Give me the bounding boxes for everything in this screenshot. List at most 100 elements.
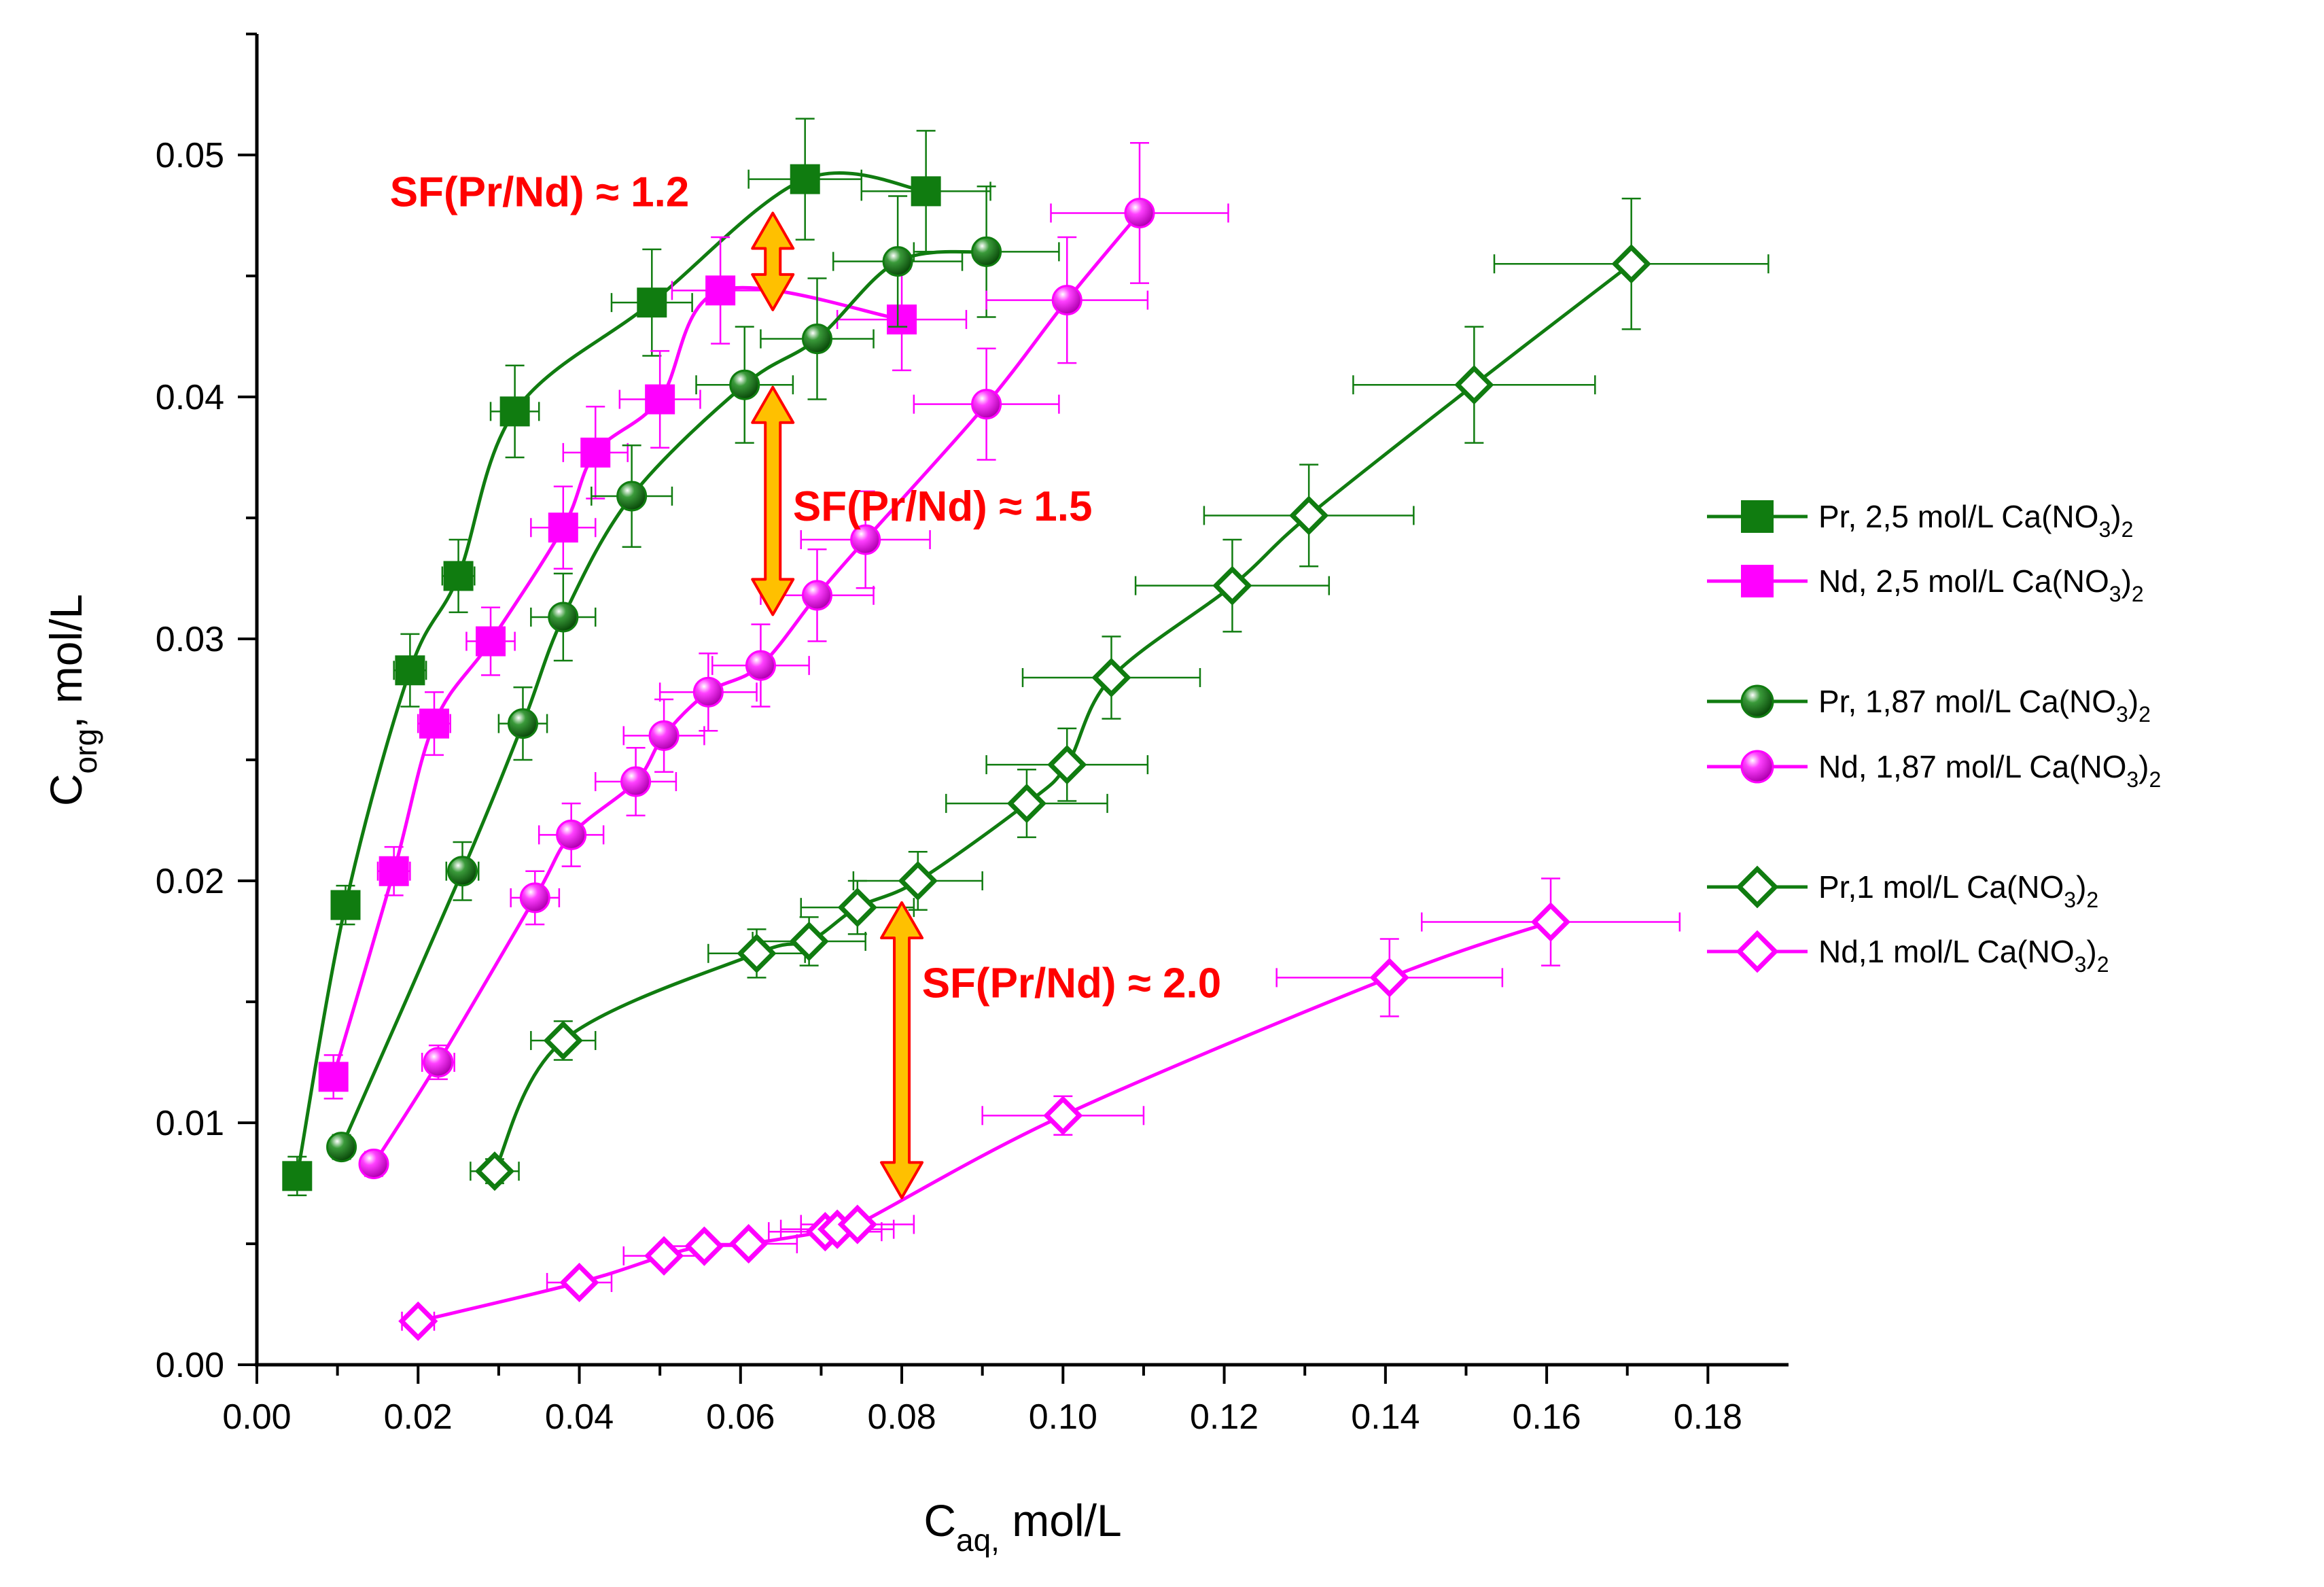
y-axis-title-subscript: org: [68, 729, 103, 773]
data-point: [358, 1149, 389, 1180]
data-point: [443, 561, 474, 591]
data-point: [1611, 244, 1651, 284]
y-tick-label: 0.03: [156, 620, 224, 659]
series-1: [282, 118, 991, 1197]
legend-label-main: Nd, 2,5 mol/L Ca(NO: [1818, 563, 2109, 599]
legend-label-sub: 2: [2121, 517, 2134, 542]
legend-label: Pr,1 mol/L Ca(NO3)2: [1818, 869, 2098, 912]
sf-label: SF(Pr/Nd) ≈ 2.0: [922, 960, 1222, 1007]
y-tick-label: 0.01: [156, 1104, 224, 1143]
sf-double-arrow: [751, 211, 795, 311]
data-point: [850, 524, 881, 555]
legend-item-1: Pr, 2,5 mol/L Ca(NO3)2: [1707, 499, 2133, 542]
y-axis-title: Corg, mol/L: [41, 594, 103, 806]
y-axis-title-unit: , mol/L: [41, 594, 91, 729]
series-3: [326, 186, 1060, 1163]
legend-item-2: Nd, 2,5 mol/L Ca(NO3)2: [1707, 563, 2144, 606]
data-point: [1369, 958, 1409, 998]
error-bar: [489, 364, 540, 459]
x-axis-title: Caq, mol/L: [923, 1495, 1121, 1558]
legend-item-3: Pr, 1,87 mol/L Ca(NO3)2: [1707, 684, 2151, 727]
series-4: [358, 141, 1229, 1180]
data-point: [330, 890, 361, 920]
legend-label: Pr, 1,87 mol/L Ca(NO3)2: [1818, 684, 2151, 727]
legend-label-sub: 2: [2149, 767, 2161, 792]
data-point: [499, 396, 530, 427]
y-tick-label: 0.00: [156, 1346, 224, 1385]
data-point: [507, 708, 538, 739]
legend-label-paren: ): [2076, 869, 2086, 905]
legend-label-sub: 3: [2126, 767, 2138, 792]
data-point: [801, 580, 832, 611]
data-point: [326, 1132, 357, 1163]
legend-label-main: Pr,1 mol/L Ca(NO: [1818, 869, 2064, 905]
data-point: [837, 888, 877, 928]
data-point: [882, 246, 913, 277]
legend-marker: [1741, 500, 1774, 533]
data-point: [1289, 495, 1329, 536]
data-point: [1212, 565, 1252, 606]
data-point: [476, 626, 506, 657]
legend-label-main: Nd,1 mol/L Ca(NO: [1818, 934, 2075, 969]
data-point: [395, 655, 425, 686]
x-tick-label: 0.18: [1674, 1397, 1742, 1437]
legend-label-sub: 3: [2098, 517, 2111, 542]
x-tick-label: 0.10: [1029, 1397, 1097, 1437]
x-tick-label: 0.04: [545, 1397, 614, 1437]
x-tick-label: 0.00: [222, 1397, 291, 1437]
data-point: [398, 1301, 438, 1342]
data-point: [318, 1062, 349, 1092]
data-point: [790, 164, 820, 194]
series-2: [318, 236, 968, 1100]
legend-label: Nd, 1,87 mol/L Ca(NO3)2: [1818, 749, 2161, 792]
legend-label-sub: 2: [2086, 888, 2098, 912]
sf-label: SF(Pr/Nd) ≈ 1.5: [793, 483, 1093, 530]
legend-label: Pr, 2,5 mol/L Ca(NO3)2: [1818, 499, 2133, 542]
legend-label-paren: ): [2086, 934, 2096, 969]
legend-label-paren: ): [2128, 684, 2138, 719]
data-point: [971, 236, 1002, 267]
x-tick-label: 0.14: [1351, 1397, 1420, 1437]
legend-label-main: Pr, 2,5 mol/L Ca(NO: [1818, 499, 2098, 534]
series-5: [470, 197, 1770, 1191]
data-point: [801, 324, 832, 355]
data-point: [620, 766, 652, 797]
legend-label-sub: 3: [2075, 952, 2087, 977]
legend-marker: [1740, 684, 1774, 718]
annotations: SF(Pr/Nd) ≈ 1.2 SF(Pr/Nd) ≈ 1.5 SF(Pr/Nd) …: [390, 169, 1222, 1200]
data-point: [692, 676, 724, 708]
data-point: [737, 933, 777, 973]
legend-marker: [1736, 865, 1779, 909]
data-point: [729, 369, 760, 400]
legend-label-paren: ): [2111, 499, 2121, 534]
data-point: [684, 1226, 724, 1266]
y-ticks: 0.00 0.01 0.02 0.03 0.04 0.05: [156, 33, 257, 1385]
data-point: [705, 275, 736, 306]
legend-label-main: Pr, 1,87 mol/L Ca(NO: [1818, 684, 2116, 719]
data-point: [637, 287, 667, 318]
y-tick-label: 0.05: [156, 136, 224, 175]
legend-marker: [1736, 930, 1779, 973]
legend-label-sub: 2: [2097, 952, 2109, 977]
annotation-1: SF(Pr/Nd) ≈ 1.2: [390, 169, 795, 311]
series-line: [493, 262, 1633, 1172]
data-point: [447, 856, 478, 887]
data-point: [644, 1236, 684, 1276]
y-tick-label: 0.02: [156, 862, 224, 901]
x-tick-label: 0.02: [384, 1397, 453, 1437]
data-point: [378, 856, 409, 886]
x-ticks: 0.00 0.02 0.04 0.06 0.08 0.10 0.12 0.14 0.16 0.18: [222, 1365, 1742, 1437]
sf-label: SF(Pr/Nd) ≈ 1.2: [390, 169, 690, 215]
data-point: [548, 512, 578, 543]
data-point: [616, 481, 648, 512]
x-tick-label: 0.08: [867, 1397, 936, 1437]
legend-item-6: Nd,1 mol/L Ca(NO3)2: [1707, 930, 2109, 977]
x-tick-label: 0.06: [706, 1397, 775, 1437]
data-point: [1051, 285, 1082, 316]
legend-marker: [1740, 750, 1774, 784]
legend-marker: [1741, 565, 1774, 597]
plot-area: [282, 118, 1770, 1342]
legend-label-sub: 2: [2138, 702, 2151, 727]
data-point: [1454, 365, 1494, 405]
data-point: [1006, 783, 1047, 824]
